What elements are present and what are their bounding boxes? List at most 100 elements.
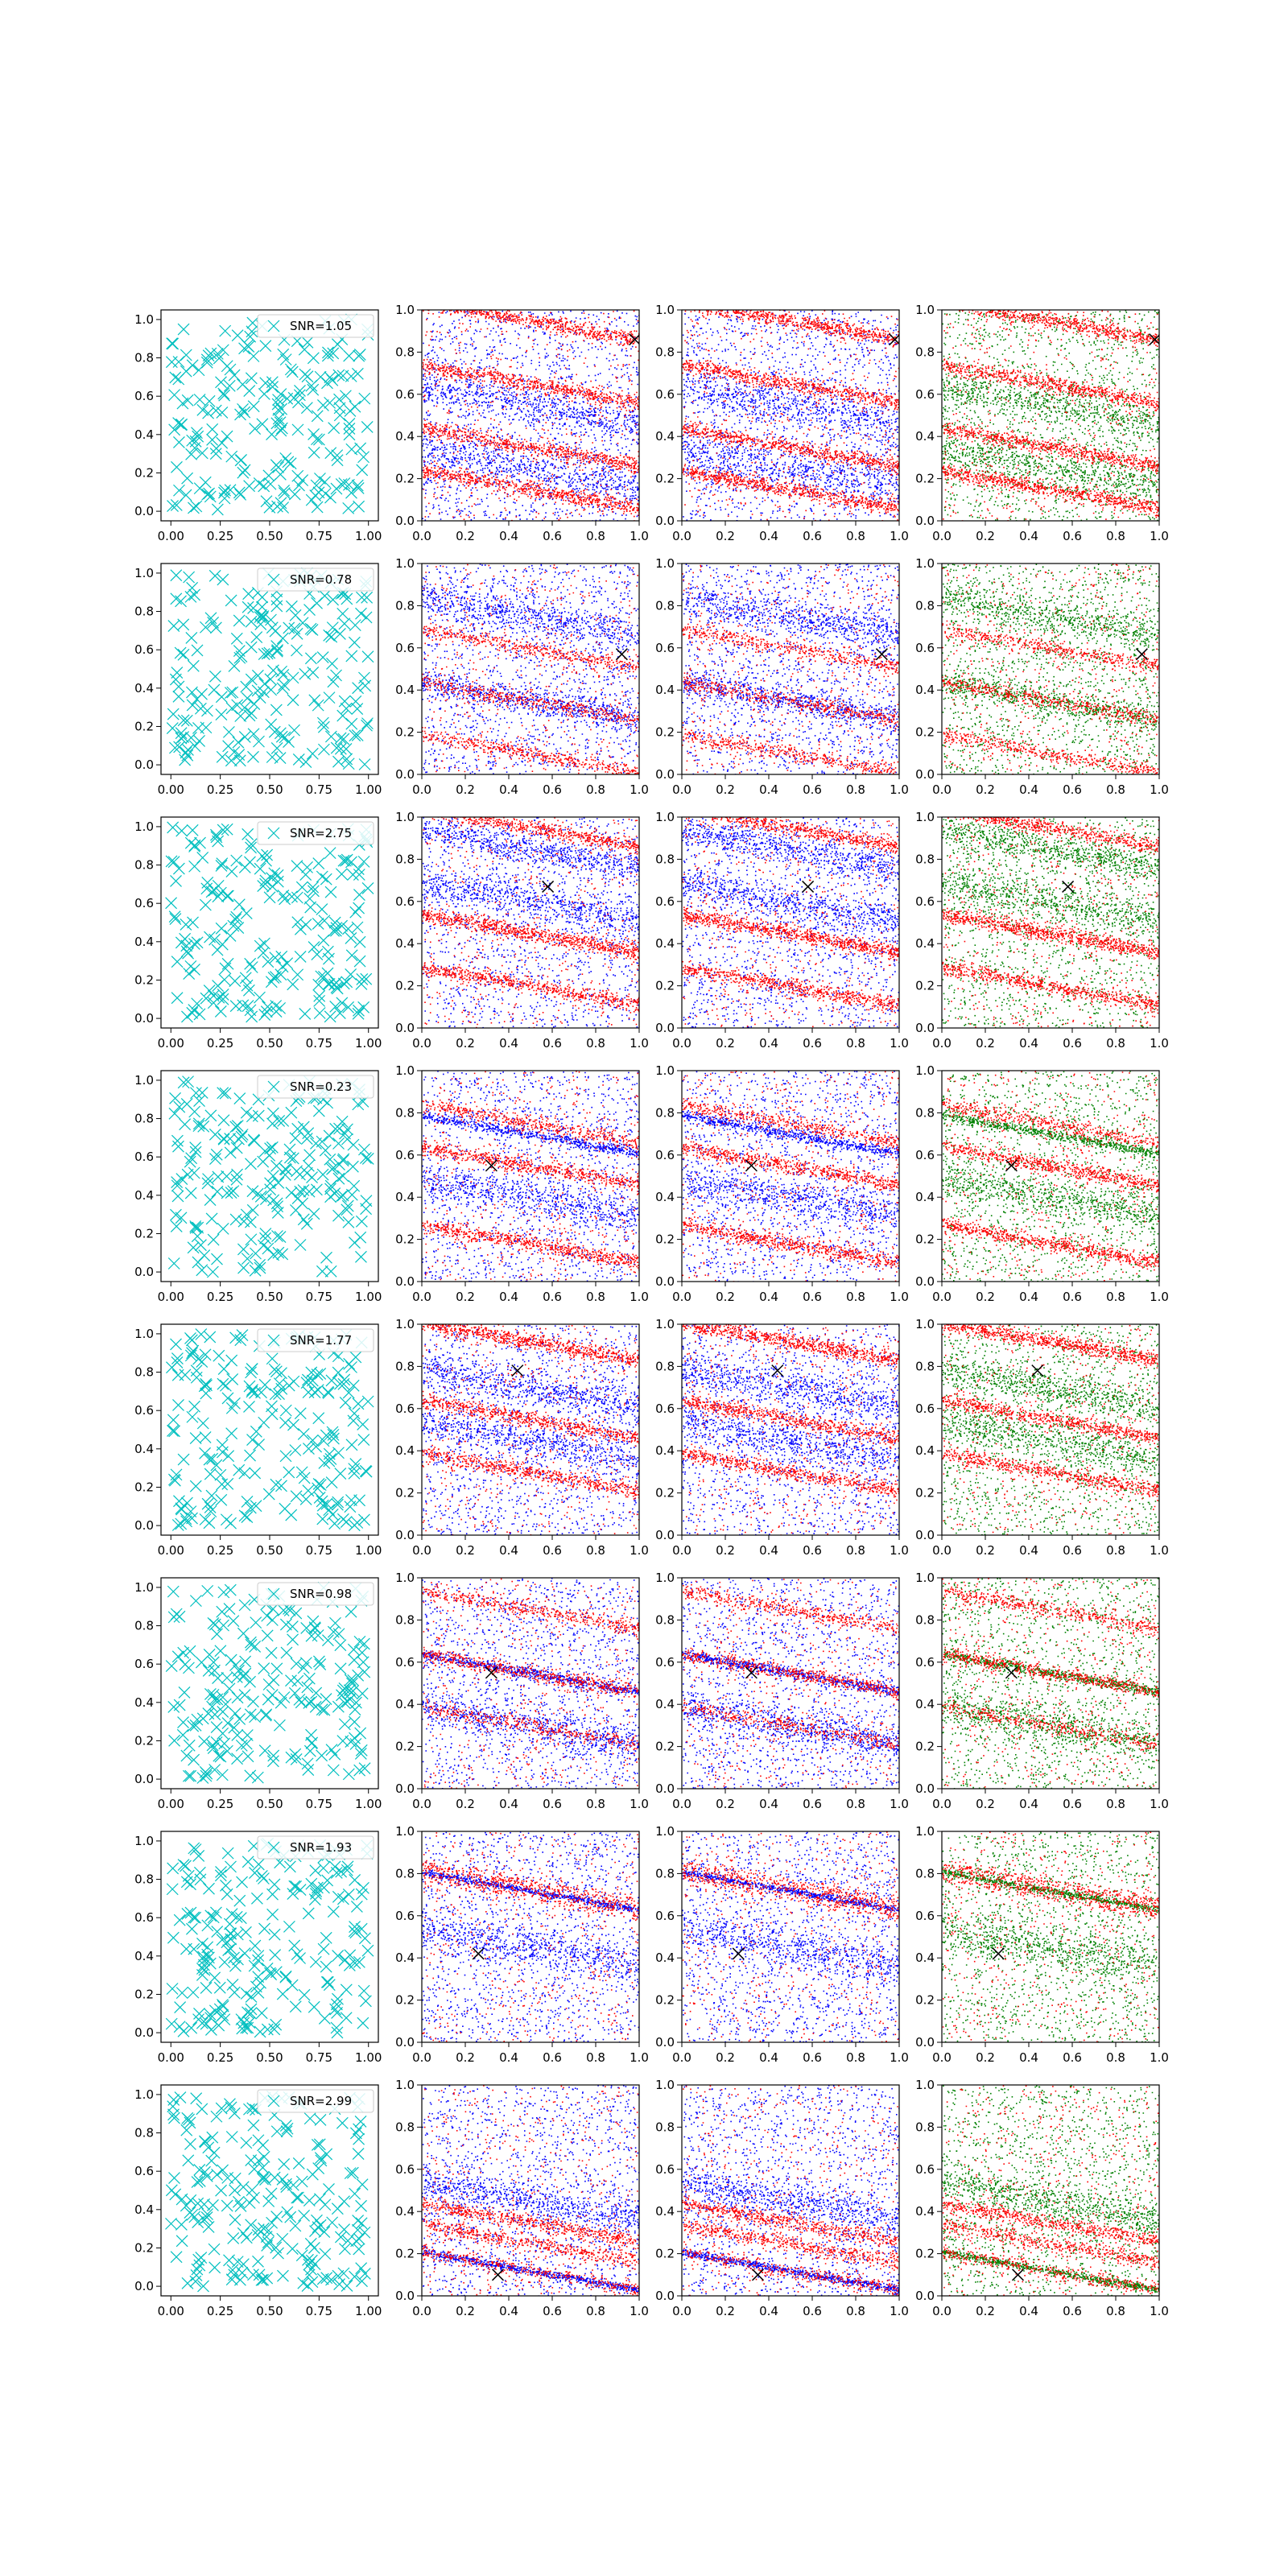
cyan-point [270, 1950, 281, 1961]
cyan-point [362, 651, 374, 663]
panel-r8-c2: 0.0 0.2 0.4 0.6 0.8 1.00.00.20.40.60.81.0 [395, 2078, 649, 2318]
y-tick-label: 0.6 [655, 1909, 675, 1923]
y-tick-label: 0.6 [134, 642, 154, 657]
x-tick-label: 0.0 [672, 2050, 691, 2065]
cyan-point [286, 1187, 297, 1199]
cyan-point [220, 485, 231, 496]
y-tick-label: 0.4 [655, 1697, 675, 1711]
cyan-point [215, 1469, 226, 1480]
cyan-point [212, 348, 223, 359]
cyan-point [246, 674, 257, 685]
cyan-point [247, 1204, 258, 1216]
panel-r4-c1: 0.00 0.25 0.50 0.75 1.000.00.20.40.60.81.0 SN… [134, 1071, 382, 1304]
blue-points [682, 1324, 901, 1536]
y-tick-label: 0.6 [395, 1655, 415, 1670]
cyan-point [317, 652, 328, 663]
cyan-point [166, 2185, 177, 2196]
cyan-point [237, 2267, 248, 2278]
cyan-point [319, 915, 330, 927]
blue-points [682, 1071, 901, 1283]
cyan-point [167, 708, 179, 720]
cyan-point [200, 1378, 212, 1389]
cyan-point [209, 2262, 221, 2273]
x-tick-label: 0.25 [207, 782, 233, 797]
cyan-point [239, 1948, 250, 1959]
cyan-point [357, 2017, 369, 2029]
cyan-point [353, 2244, 365, 2255]
cyan-point [267, 1909, 279, 1920]
cyan-point [307, 624, 318, 635]
y-tick-label: 1.0 [915, 1571, 935, 1585]
x-tick-label: 0.0 [932, 1797, 952, 1811]
cyan-point [189, 1401, 200, 1412]
cyan-point [302, 2281, 313, 2292]
x-tick-label: 1.0 [1150, 1036, 1169, 1051]
cyan-point [185, 1879, 196, 1890]
y-tick-label: 0.6 [655, 1148, 675, 1162]
y-tick-label: 0.4 [134, 935, 154, 949]
y-tick-label: 1.0 [655, 303, 675, 317]
y-tick-label: 0.4 [134, 1695, 154, 1710]
y-tick-label: 0.8 [395, 598, 415, 613]
legend-label: SNR=2.99 [290, 2094, 352, 2108]
plot-area-r2-c2 [422, 564, 640, 781]
x-tick-label: 0.8 [846, 2304, 865, 2318]
y-tick-label: 0.2 [134, 972, 154, 987]
x-tick-label: 0.8 [586, 782, 605, 797]
cyan-point [336, 997, 348, 1009]
cyan-point [178, 1454, 189, 1465]
cyan-point [214, 1982, 225, 1993]
y-tick-label: 1.0 [134, 1580, 154, 1595]
x-tick-label: 0.50 [256, 782, 283, 797]
cyan-point [204, 1517, 215, 1529]
cyan-point [182, 2277, 193, 2289]
cyan-point [349, 1408, 360, 1419]
y-tick-label: 0.4 [915, 1951, 935, 1965]
cyan-point [261, 496, 272, 507]
cyan-point [314, 990, 325, 1001]
cyan-point [182, 394, 193, 406]
x-tick-label: 0.6 [1063, 1797, 1082, 1811]
y-tick-label: 0.6 [915, 894, 935, 909]
cyan-point [273, 1177, 284, 1188]
cyan-point [204, 395, 215, 407]
x-tick-label: 0.25 [207, 1290, 233, 1304]
cyan-point [262, 1694, 274, 1705]
plot-area-r3-c1 [166, 822, 374, 1022]
y-tick-label: 1.0 [395, 1063, 415, 1078]
cyan-point [180, 754, 191, 766]
cyan-point [362, 1153, 374, 1164]
x-tick-label: 0.6 [803, 782, 822, 797]
y-tick-label: 0.6 [395, 387, 415, 402]
x-tick-label: 0.2 [976, 1290, 995, 1304]
cyan-point [215, 1751, 226, 1762]
x-tick-label: 0.4 [1019, 1290, 1038, 1304]
x-tick-label: 0.8 [586, 1036, 605, 1051]
plot-area-r2-c3 [682, 564, 900, 782]
cyan-point [356, 2218, 367, 2229]
cyan-point [171, 593, 182, 605]
cyan-point [167, 1586, 179, 1597]
cyan-point [222, 958, 233, 969]
cyan-point [328, 423, 340, 434]
y-tick-label: 0.0 [134, 1518, 154, 1533]
cyan-point [332, 1891, 344, 1902]
cyan-point [353, 902, 365, 914]
y-tick-label: 0.8 [915, 345, 935, 359]
x-tick-label: 0.2 [456, 1036, 475, 1051]
cyan-point [322, 1635, 333, 1646]
cyan-point [199, 1381, 210, 1392]
cyan-point [213, 891, 224, 902]
y-tick-label: 0.0 [915, 2035, 935, 2050]
cyan-point [291, 1949, 303, 1960]
x-tick-label: 0.2 [456, 1797, 475, 1811]
y-tick-label: 0.2 [915, 472, 935, 486]
cyan-point [241, 1988, 252, 1999]
cyan-point [276, 666, 287, 677]
x-tick-label: 0.0 [412, 1036, 431, 1051]
y-tick-label: 0.6 [915, 641, 935, 655]
cyan-point [182, 473, 193, 484]
cyan-point [167, 501, 179, 512]
cyan-point [190, 1596, 201, 1607]
cyan-point [221, 2200, 233, 2211]
